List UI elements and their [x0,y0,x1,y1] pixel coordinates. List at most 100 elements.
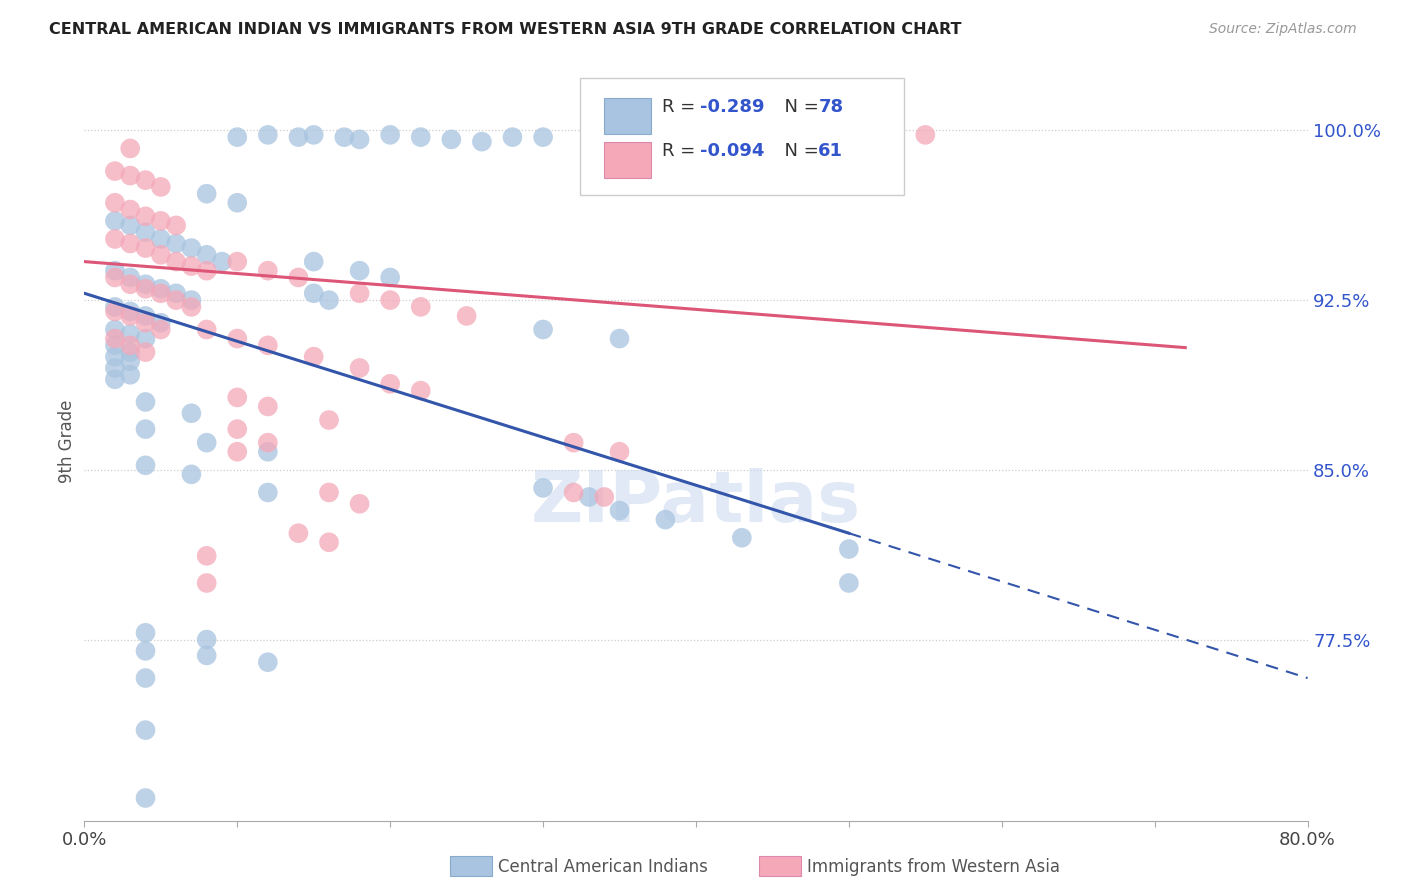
Point [257,128,280,142]
Point [502,130,524,145]
Point [104,332,127,346]
Point [104,372,127,386]
Point [135,395,157,409]
Point [531,322,554,336]
Text: -0.094: -0.094 [700,142,763,160]
Point [380,376,402,391]
Point [409,300,432,314]
Point [120,368,142,382]
Point [120,338,142,352]
Point [165,254,187,268]
Point [195,549,218,563]
Point [318,485,340,500]
Point [318,413,340,427]
Point [287,270,309,285]
Point [195,263,218,277]
Point [195,576,218,591]
Point [593,490,616,504]
Point [135,345,157,359]
Text: 78: 78 [818,98,844,116]
Point [257,263,280,277]
Text: R =: R = [662,142,700,160]
Point [165,219,187,233]
Point [471,135,494,149]
Point [120,326,142,341]
Point [120,354,142,368]
Point [120,219,142,233]
Point [257,400,280,414]
Point [349,132,371,146]
FancyBboxPatch shape [605,98,651,135]
Point [180,406,202,420]
Point [104,322,127,336]
Point [120,141,142,155]
Point [195,435,218,450]
Point [318,293,340,307]
Point [531,130,554,145]
Point [302,128,325,142]
Point [349,361,371,376]
Text: Central American Indians: Central American Indians [498,858,707,876]
Point [226,254,249,268]
Point [456,309,478,323]
Text: Source: ZipAtlas.com: Source: ZipAtlas.com [1209,22,1357,37]
Point [609,444,631,458]
Point [409,384,432,398]
Point [165,286,187,301]
Point [914,128,936,142]
Point [257,444,280,458]
Point [120,202,142,217]
Point [349,263,371,277]
Point [302,254,325,268]
Point [349,286,371,301]
Text: ZIPatlas: ZIPatlas [531,467,860,537]
Point [531,481,554,495]
Point [226,422,249,436]
Point [731,531,754,545]
Point [226,444,249,458]
Point [195,648,218,663]
Point [135,791,157,805]
Point [120,169,142,183]
Point [104,361,127,376]
Point [257,435,280,450]
Point [318,535,340,549]
Point [838,576,860,591]
Point [380,270,402,285]
Point [409,130,432,145]
Point [654,513,676,527]
Point [104,338,127,352]
Point [149,286,172,301]
Point [562,435,585,450]
Point [609,503,631,517]
Point [226,195,249,210]
Point [302,286,325,301]
Point [135,277,157,292]
Point [135,723,157,738]
Point [104,300,127,314]
Point [149,282,172,296]
Point [104,304,127,318]
Point [380,128,402,142]
Point [180,467,202,482]
Point [135,625,157,640]
Point [257,338,280,352]
Text: 61: 61 [818,142,844,160]
Point [226,391,249,405]
Point [165,236,187,251]
Point [104,195,127,210]
Text: N =: N = [773,142,824,160]
Point [104,232,127,246]
Point [562,485,585,500]
Point [380,293,402,307]
Point [333,130,356,145]
Point [120,277,142,292]
Point [195,248,218,262]
Point [195,632,218,647]
Point [180,259,202,273]
Point [135,458,157,473]
Point [104,263,127,277]
Point [135,173,157,187]
Point [287,130,309,145]
Point [135,282,157,296]
